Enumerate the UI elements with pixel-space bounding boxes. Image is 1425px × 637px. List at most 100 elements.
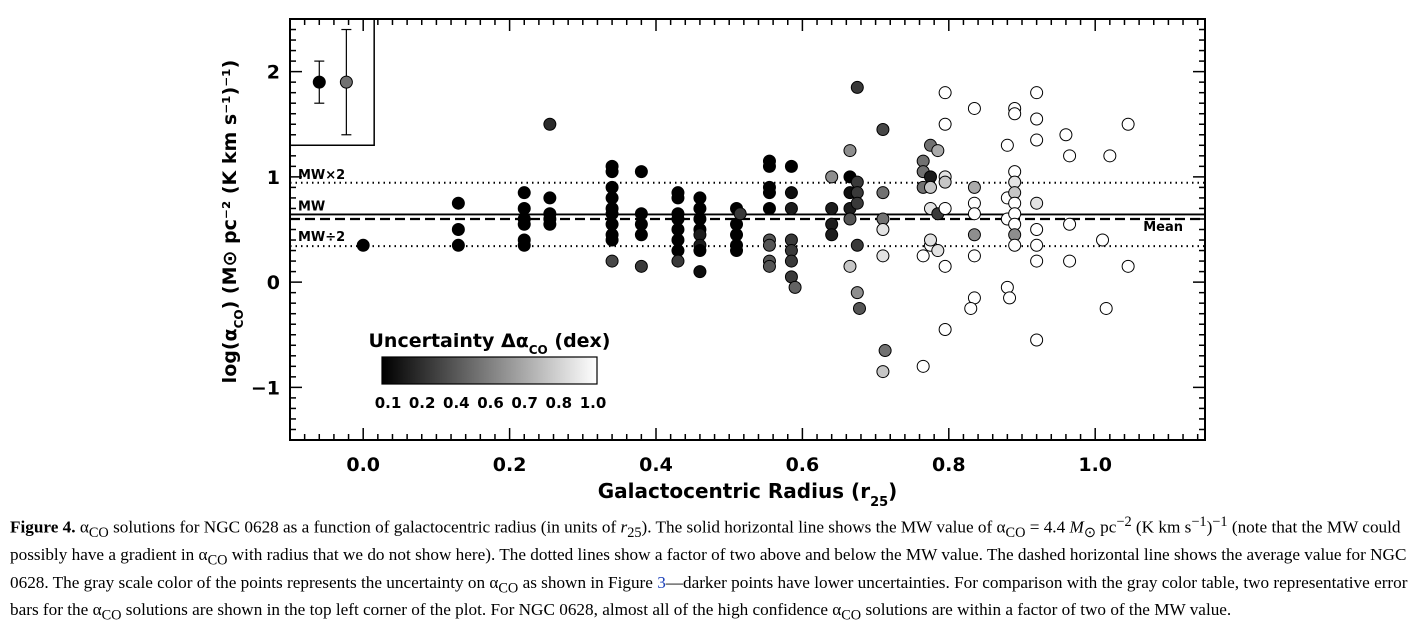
caption-sub: CO <box>101 607 122 624</box>
data-point <box>1030 133 1044 147</box>
data-point <box>924 233 937 247</box>
caption-text: solutions are shown in the top left corn… <box>121 600 842 620</box>
data-point <box>1000 138 1014 152</box>
data-point <box>1030 223 1044 236</box>
caption-sup: −1 <box>1212 514 1228 530</box>
data-points <box>356 80 1135 379</box>
data-point <box>878 344 892 358</box>
colorbar-tick-label: 0.8 <box>546 394 573 412</box>
colorbar-tick-label: 0.2 <box>409 394 436 412</box>
caption-sup: −2 <box>1116 514 1132 530</box>
colorbar-tick-label: 0.7 <box>511 394 538 412</box>
y-tick-label: 1 <box>267 167 280 189</box>
caption-italic: r <box>620 517 628 537</box>
data-point <box>733 207 747 221</box>
y-axis-title: log(αCO) (M⊙ pc⁻² (K km s⁻¹)⁻¹) <box>219 60 246 384</box>
caption-text: —darker points have lower uncertainties.… <box>10 572 1408 620</box>
data-point <box>1121 259 1135 273</box>
data-point <box>825 170 839 184</box>
data-point <box>852 301 866 315</box>
data-point <box>938 86 952 100</box>
data-point <box>1063 254 1077 268</box>
data-point <box>1103 149 1117 163</box>
data-point <box>356 238 370 252</box>
data-point <box>634 228 648 242</box>
caption-sub: ⊙ <box>1083 525 1096 542</box>
data-point <box>916 359 930 373</box>
data-point <box>825 228 839 242</box>
data-point <box>451 238 465 252</box>
error-bar-inset <box>290 19 375 147</box>
caption-sub: CO <box>207 552 228 569</box>
data-point <box>967 207 981 221</box>
caption-text: (note that the MW could possibly have a … <box>10 517 1401 565</box>
data-point <box>967 101 981 115</box>
y-tick-label: 0 <box>267 272 280 294</box>
x-tick-label: 1.0 <box>1078 454 1112 476</box>
data-point <box>1059 128 1073 142</box>
caption-text: (K km s <box>1131 517 1192 537</box>
reference-lines: MW×2 MW MW÷2 Mean <box>290 168 1205 248</box>
caption-text: = 4.4 <box>1025 517 1070 537</box>
figure-3-link[interactable]: 3 <box>657 572 666 592</box>
data-point <box>1030 112 1044 126</box>
data-point <box>964 301 978 315</box>
data-point <box>1063 217 1077 231</box>
y-tick-label: −1 <box>251 377 280 399</box>
data-point <box>825 201 839 215</box>
data-point <box>876 123 890 137</box>
error-bar-point <box>312 75 326 89</box>
caption-sub: CO <box>1005 525 1026 542</box>
figure-caption: Figure 4. αCO solutions for NGC 0628 as … <box>10 512 1415 626</box>
data-point <box>850 196 864 210</box>
data-point <box>1030 86 1044 100</box>
data-point <box>762 201 776 215</box>
reference-line-label: MW <box>298 199 325 214</box>
caption-sub: 25 <box>627 525 642 542</box>
data-point <box>876 186 890 200</box>
data-point <box>938 201 952 215</box>
data-point <box>1030 254 1044 268</box>
data-point <box>762 238 776 252</box>
data-point <box>1030 238 1044 252</box>
data-point <box>693 244 707 258</box>
x-tick-label: 0.0 <box>346 454 380 476</box>
data-point <box>850 238 864 252</box>
data-point <box>517 238 531 252</box>
data-point <box>1096 233 1110 247</box>
colorbar-title: Uncertainty ΔαCO (dex) <box>368 330 610 357</box>
reference-line-label: Mean <box>1143 220 1183 235</box>
data-point <box>784 186 798 200</box>
caption-sub: CO <box>88 525 109 542</box>
data-point <box>634 259 648 273</box>
caption-text: ) <box>1206 517 1213 537</box>
data-point <box>1030 333 1044 347</box>
data-point <box>784 201 798 215</box>
data-point <box>671 254 685 268</box>
axis-labels: 0.0 0.2 0.4 0.6 0.8 1.0 −1 0 1 2 Galactocentric Ra… <box>219 60 1112 510</box>
data-point <box>788 280 802 294</box>
data-point <box>451 223 465 236</box>
data-point <box>451 196 465 210</box>
colorbar <box>381 356 598 385</box>
caption-text: solutions are within a factor of two of … <box>861 600 1232 620</box>
data-point <box>1030 196 1044 210</box>
caption-text: pc <box>1095 517 1117 537</box>
data-point <box>543 217 557 231</box>
plot-frame <box>289 18 1206 441</box>
data-point <box>543 191 557 205</box>
data-point <box>605 254 619 268</box>
caption-label: Figure 4. <box>10 517 76 537</box>
x-tick-label: 0.6 <box>786 454 820 476</box>
caption-sub: CO <box>498 580 519 597</box>
data-point <box>1121 117 1135 131</box>
data-point <box>762 159 776 173</box>
data-point <box>876 223 890 236</box>
x-tick-label: 0.8 <box>932 454 966 476</box>
data-point <box>967 228 981 242</box>
data-point <box>762 186 776 200</box>
caption-italic: M <box>1069 517 1084 537</box>
data-point <box>730 244 744 258</box>
data-point <box>876 365 890 379</box>
inset-box <box>290 19 375 147</box>
